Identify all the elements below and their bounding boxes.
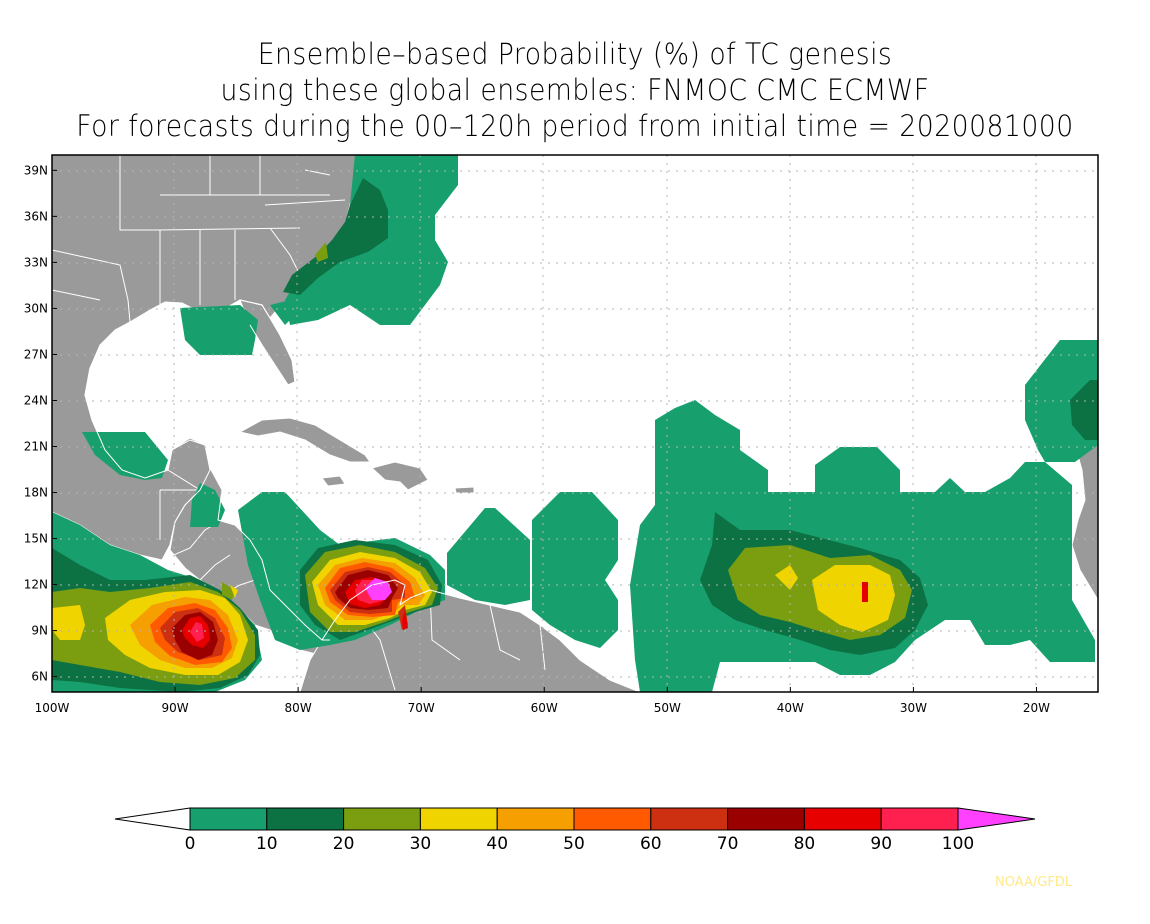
land-puerto-rico (454, 486, 475, 494)
colorbar-over-arrow (957, 807, 1036, 831)
colorbar-segment (419, 807, 498, 831)
coastlines (84, 299, 641, 692)
colorbar-label: 20 (333, 834, 355, 854)
title-line-1: Ensemble–based Probability (%) of TC gen… (257, 37, 893, 71)
contour-over-100 (365, 578, 392, 600)
colorbar-label: 80 (794, 834, 816, 854)
credit-text: NOAA/GFDL (995, 875, 1073, 890)
lat-label: 21N (24, 440, 48, 454)
title-line-2: using these global ensembles: FNMOC CMC … (220, 73, 930, 107)
colorbar-label: 0 (185, 834, 196, 854)
colorbar-label: 10 (256, 834, 278, 854)
colorbar-segment (727, 807, 805, 831)
grid-lines (52, 155, 1098, 692)
lat-label: 30N (24, 301, 48, 315)
lon-label: 90W (161, 701, 188, 715)
lon-label: 30W (900, 701, 927, 715)
lon-label: 40W (777, 701, 804, 715)
colorbar-segment (266, 807, 345, 831)
colorbar-label: 70 (717, 834, 739, 854)
colorbar-segment (189, 807, 268, 831)
lat-label: 12N (24, 578, 48, 592)
lat-label: 33N (24, 255, 48, 269)
lat-label: 36N (24, 209, 48, 223)
lon-label: 50W (654, 701, 681, 715)
colorbar-segment (573, 807, 652, 831)
lat-label: 18N (24, 486, 48, 500)
lat-label: 39N (24, 163, 48, 177)
lon-label: 70W (408, 701, 435, 715)
land-cuba (238, 417, 371, 463)
map-area (52, 155, 1098, 692)
colorbar-under-arrow (114, 807, 191, 831)
colorbar-label: 100 (942, 834, 974, 854)
colorbar-segment (650, 807, 729, 831)
probability-contours (52, 155, 1098, 692)
colorbar: 0 10 20 30 40 50 60 70 80 90 100 (114, 807, 1036, 854)
colorbar-segment (496, 807, 575, 831)
title-line-3: For forecasts during the 00–120h period … (76, 109, 1074, 143)
state-borders (52, 155, 346, 323)
colorbar-label: 60 (640, 834, 662, 854)
land-hispaniola (370, 461, 429, 491)
lat-label: 24N (24, 393, 48, 407)
lat-label: 6N (31, 670, 48, 684)
colorbar-label: 90 (870, 834, 892, 854)
lat-label: 9N (31, 624, 48, 638)
latitude-axis: 39N 36N 33N 30N 27N 24N 21N 18N 15N 12N 9N 6N (24, 163, 57, 684)
land-jamaica (321, 475, 346, 487)
colorbar-label: 40 (486, 834, 508, 854)
map-frame (51, 154, 1099, 693)
lat-label: 15N (24, 532, 48, 546)
lon-label: 60W (531, 701, 558, 715)
colorbar-segment (343, 807, 421, 831)
colorbar-segment (803, 807, 882, 831)
colorbar-label: 30 (410, 834, 432, 854)
lon-label: 100W (35, 701, 70, 715)
lon-label: 80W (285, 701, 312, 715)
lat-label: 27N (24, 347, 48, 361)
colorbar-label: 50 (563, 834, 585, 854)
lon-label: 20W (1023, 701, 1050, 715)
colorbar-segment (880, 807, 959, 831)
longitude-axis: 100W 90W 80W 70W 60W 50W 40W 30W 20W (35, 687, 1050, 715)
